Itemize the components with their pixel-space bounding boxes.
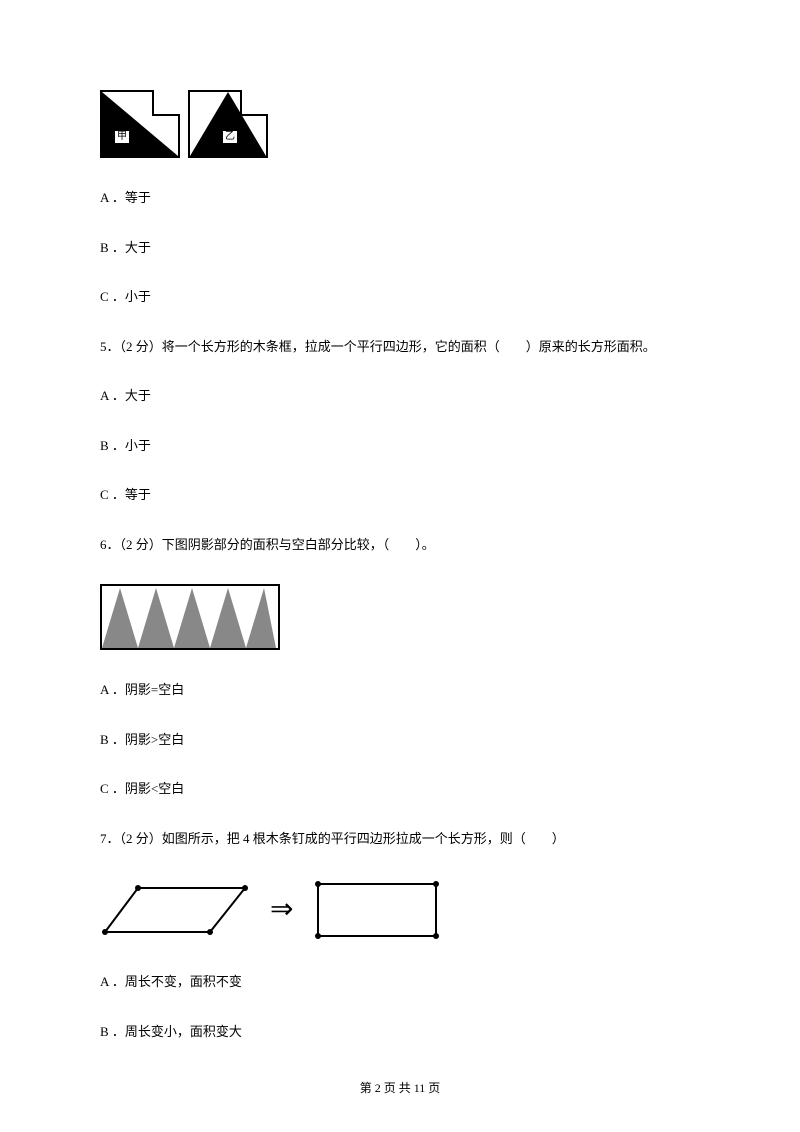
label-yi: 乙: [222, 130, 238, 144]
arrow-icon: ⇒: [270, 889, 293, 931]
q5-text: 5．（2 分）将一个长方形的木条框，拉成一个平行四边形，它的面积（ ）原来的长方…: [100, 337, 700, 357]
q6-option-b: B ．阴影>空白: [100, 730, 700, 750]
q7-option-a: A ．周长不变，面积不变: [100, 972, 700, 992]
q7-figure: ⇒: [100, 878, 700, 942]
q4-figure: 甲 乙: [100, 90, 700, 158]
q4-option-b: B ．大于: [100, 238, 700, 258]
q6-option-a: A ．阴影=空白: [100, 680, 700, 700]
q4-option-c: C ．小于: [100, 287, 700, 307]
q4-option-a: A ．等于: [100, 188, 700, 208]
q7-option-b: B ．周长变小，面积变大: [100, 1022, 700, 1042]
q5-option-b: B ．小于: [100, 436, 700, 456]
q7-text: 7．（2 分）如图所示，把 4 根木条钉成的平行四边形拉成一个长方形，则（ ）: [100, 829, 700, 849]
parallelogram-shape: [100, 878, 250, 942]
page-footer: 第 2 页 共 11 页: [0, 1079, 800, 1097]
q6-text: 6．（2 分）下图阴影部分的面积与空白部分比较，（ ）。: [100, 535, 700, 555]
label-jia: 甲: [114, 130, 130, 144]
q6-figure: [100, 584, 280, 650]
shape-yi: 乙: [188, 90, 268, 158]
q5-option-c: C ．等于: [100, 485, 700, 505]
rectangle-shape: [313, 878, 443, 942]
q6-option-c: C ．阴影<空白: [100, 779, 700, 799]
shape-jia: 甲: [100, 90, 180, 158]
q5-option-a: A ．大于: [100, 386, 700, 406]
